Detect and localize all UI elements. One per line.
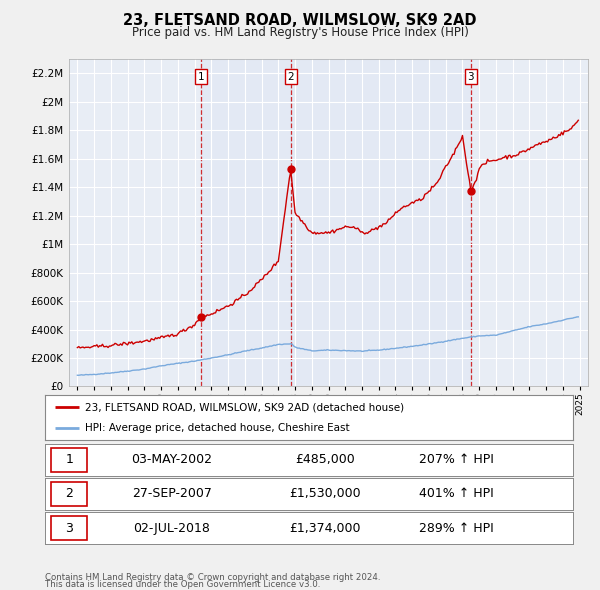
Text: Price paid vs. HM Land Registry's House Price Index (HPI): Price paid vs. HM Land Registry's House …	[131, 26, 469, 39]
Text: 1: 1	[197, 72, 204, 82]
Text: 207% ↑ HPI: 207% ↑ HPI	[419, 453, 494, 466]
Bar	[201, 59, 290, 386]
Bar	[290, 59, 471, 386]
Text: 02-JUL-2018: 02-JUL-2018	[133, 522, 210, 535]
FancyBboxPatch shape	[52, 481, 87, 506]
Text: This data is licensed under the Open Government Licence v3.0.: This data is licensed under the Open Gov…	[45, 579, 320, 589]
Text: £1,374,000: £1,374,000	[289, 522, 361, 535]
Text: 2: 2	[65, 487, 73, 500]
FancyBboxPatch shape	[52, 447, 87, 472]
Text: 23, FLETSAND ROAD, WILMSLOW, SK9 2AD: 23, FLETSAND ROAD, WILMSLOW, SK9 2AD	[123, 13, 477, 28]
Text: £1,530,000: £1,530,000	[289, 487, 361, 500]
Text: 1: 1	[65, 453, 73, 466]
Text: 3: 3	[65, 522, 73, 535]
FancyBboxPatch shape	[52, 516, 87, 540]
Text: HPI: Average price, detached house, Cheshire East: HPI: Average price, detached house, Ches…	[85, 422, 349, 432]
Text: £485,000: £485,000	[295, 453, 355, 466]
Text: 2: 2	[287, 72, 294, 82]
Text: Contains HM Land Registry data © Crown copyright and database right 2024.: Contains HM Land Registry data © Crown c…	[45, 572, 380, 582]
Text: 27-SEP-2007: 27-SEP-2007	[132, 487, 212, 500]
Text: 401% ↑ HPI: 401% ↑ HPI	[419, 487, 494, 500]
Text: 289% ↑ HPI: 289% ↑ HPI	[419, 522, 494, 535]
Text: 03-MAY-2002: 03-MAY-2002	[131, 453, 212, 466]
Text: 23, FLETSAND ROAD, WILMSLOW, SK9 2AD (detached house): 23, FLETSAND ROAD, WILMSLOW, SK9 2AD (de…	[85, 402, 404, 412]
Text: 3: 3	[467, 72, 474, 82]
